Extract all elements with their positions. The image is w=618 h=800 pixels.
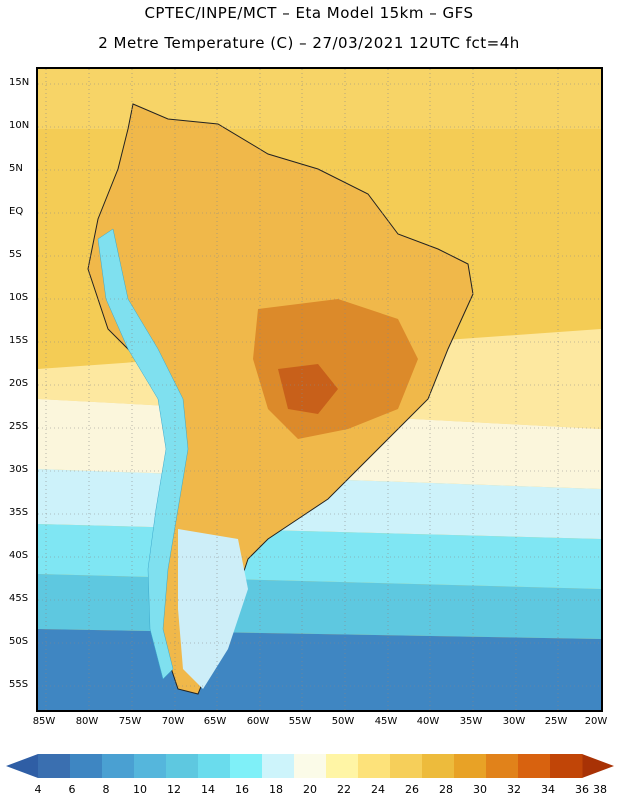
lon-label: 55W bbox=[288, 716, 312, 727]
map-canvas bbox=[38, 69, 601, 710]
lat-label: 5S bbox=[9, 249, 22, 260]
lon-label: 30W bbox=[502, 716, 526, 727]
colorbar-swatch bbox=[390, 754, 423, 778]
colorbar-swatch bbox=[294, 754, 327, 778]
lon-label: 35W bbox=[459, 716, 483, 727]
graticule bbox=[38, 69, 601, 710]
colorbar-swatch bbox=[198, 754, 231, 778]
lat-label: EQ bbox=[9, 206, 24, 217]
lat-label: 35S bbox=[9, 507, 29, 518]
colorbar-label: 14 bbox=[201, 783, 215, 796]
lon-label: 65W bbox=[203, 716, 227, 727]
colorbar-swatch bbox=[550, 754, 583, 778]
colorbar-label: 28 bbox=[439, 783, 453, 796]
colorbar-swatch bbox=[166, 754, 199, 778]
colorbar-label: 22 bbox=[337, 783, 351, 796]
colorbar-swatch bbox=[102, 754, 135, 778]
lat-label: 25S bbox=[9, 421, 29, 432]
colorbar-label: 18 bbox=[269, 783, 283, 796]
lat-label: 5N bbox=[9, 163, 23, 174]
lon-label: 60W bbox=[246, 716, 270, 727]
lon-label: 40W bbox=[416, 716, 440, 727]
colorbar-swatch bbox=[262, 754, 295, 778]
lat-label: 50S bbox=[9, 636, 29, 647]
lon-label: 45W bbox=[374, 716, 398, 727]
colorbar-label: 10 bbox=[133, 783, 147, 796]
lon-label: 85W bbox=[32, 716, 56, 727]
colorbar-swatch bbox=[326, 754, 359, 778]
colorbar-high-arrow bbox=[582, 754, 614, 778]
colorbar-swatch bbox=[454, 754, 487, 778]
colorbar-swatches bbox=[38, 754, 583, 778]
colorbar-label: 16 bbox=[235, 783, 249, 796]
lat-label: 45S bbox=[9, 593, 29, 604]
lon-label: 75W bbox=[118, 716, 142, 727]
colorbar-swatch bbox=[134, 754, 167, 778]
map-title-line-2: 2 Metre Temperature (C) – 27/03/2021 12U… bbox=[98, 34, 520, 52]
patagonia-cool-region bbox=[178, 529, 248, 689]
colorbar-label: 36 bbox=[575, 783, 589, 796]
lon-label: 50W bbox=[331, 716, 355, 727]
lon-label: 25W bbox=[544, 716, 568, 727]
colorbar-label: 6 bbox=[68, 783, 76, 796]
colorbar-label: 24 bbox=[371, 783, 385, 796]
lat-label: 40S bbox=[9, 550, 29, 561]
lat-label: 15S bbox=[9, 335, 29, 346]
lon-label: 20W bbox=[584, 716, 608, 727]
colorbar-label: 32 bbox=[507, 783, 521, 796]
color-scale-bar bbox=[6, 754, 614, 778]
colorbar-swatch bbox=[70, 754, 103, 778]
colorbar-swatch bbox=[422, 754, 455, 778]
lat-label: 55S bbox=[9, 679, 29, 690]
colorbar-swatch bbox=[358, 754, 391, 778]
colorbar-swatch bbox=[38, 754, 71, 778]
lon-label: 70W bbox=[161, 716, 185, 727]
colorbar-low-arrow bbox=[6, 754, 38, 778]
map-title-line-1: CPTEC/INPE/MCT – Eta Model 15km – GFS bbox=[144, 4, 474, 22]
colorbar-label: 20 bbox=[303, 783, 317, 796]
hot-region-pantanal bbox=[278, 364, 338, 414]
lon-label: 80W bbox=[75, 716, 99, 727]
colorbar-label: 4 bbox=[34, 783, 42, 796]
lat-label: 10N bbox=[9, 120, 30, 131]
colorbar-label: 30 bbox=[473, 783, 487, 796]
colorbar-label: 8 bbox=[102, 783, 110, 796]
colorbar-label: 34 bbox=[541, 783, 555, 796]
colorbar-label: 26 bbox=[405, 783, 419, 796]
lat-label: 15N bbox=[9, 77, 30, 88]
ocean-band-north bbox=[38, 69, 601, 129]
andes-cold-strip bbox=[97, 228, 189, 680]
ocean-band-coldest bbox=[38, 629, 601, 710]
lat-label: 20S bbox=[9, 378, 29, 389]
colorbar-label: 38 bbox=[593, 783, 607, 796]
colorbar-label: 12 bbox=[167, 783, 181, 796]
lat-label: 30S bbox=[9, 464, 29, 475]
colorbar-swatch bbox=[518, 754, 551, 778]
lat-label: 10S bbox=[9, 292, 29, 303]
colorbar-swatch bbox=[230, 754, 263, 778]
colorbar-swatch bbox=[486, 754, 519, 778]
temperature-map bbox=[36, 67, 603, 712]
